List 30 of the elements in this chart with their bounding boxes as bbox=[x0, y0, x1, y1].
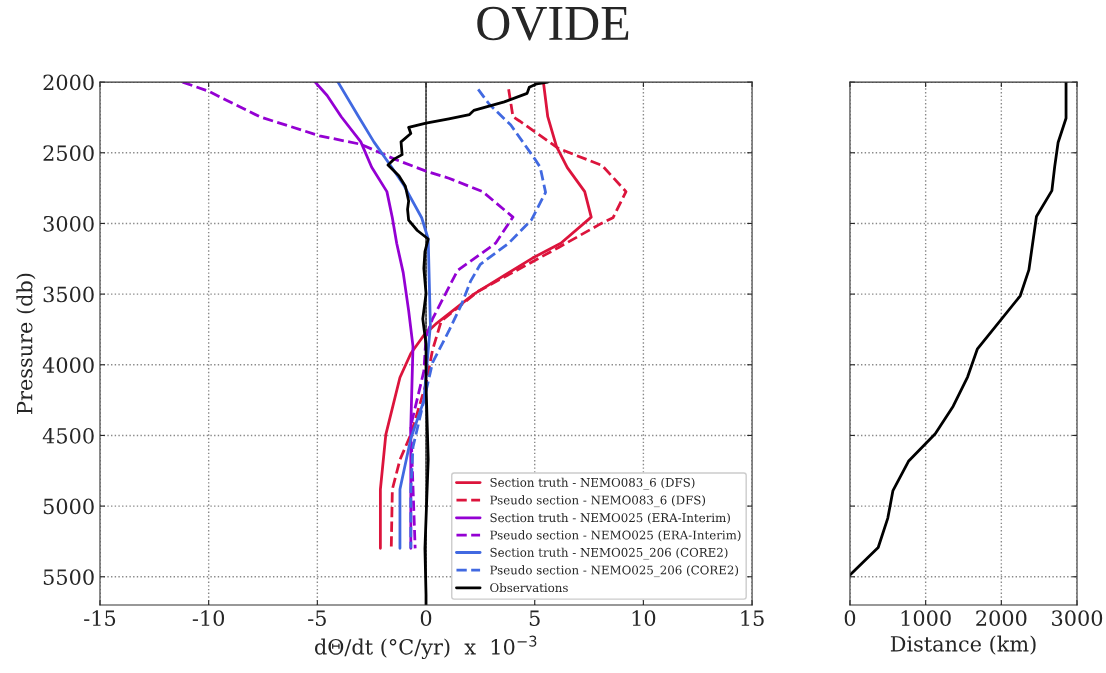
y-axis-title: Pressure (db) bbox=[16, 273, 36, 414]
x-tick-label: 2000 bbox=[976, 610, 1027, 627]
y-tick-label: 4000 bbox=[42, 357, 94, 373]
y-tick-label: 2000 bbox=[43, 74, 94, 91]
x-tick-label: 15 bbox=[741, 610, 764, 627]
y-tick-label: 5000 bbox=[43, 498, 94, 515]
x-axis-title: dΘ/dt (°C/yr) x 10$^{−3}$ bbox=[314, 635, 537, 660]
legend-label: Pseudo section - NEMO025_206 (CORE2) bbox=[490, 565, 739, 578]
legend-label: Pseudo section - NEMO083_6 (DFS) bbox=[490, 495, 706, 508]
x-tick-label: 0 bbox=[420, 610, 432, 627]
x-tick-label: 3000 bbox=[1052, 610, 1103, 627]
x-tick-label: -15 bbox=[84, 610, 116, 627]
legend-label: Pseudo section - NEMO025 (ERA-Interim) bbox=[490, 530, 741, 542]
x-axis-title: Distance (km) bbox=[890, 635, 1036, 655]
x-tick-label: -10 bbox=[192, 610, 225, 627]
x-tick-label: -5 bbox=[308, 610, 326, 627]
x-tick-label: 1000 bbox=[901, 610, 951, 627]
y-tick-label: 2500 bbox=[43, 145, 94, 161]
y-tick-label: 5500 bbox=[43, 569, 94, 585]
x-tick-label: 10 bbox=[632, 610, 656, 627]
x-tick-label: 5 bbox=[529, 610, 540, 627]
y-tick-label: 4500 bbox=[42, 427, 94, 444]
y-tick-label: 3000 bbox=[43, 215, 94, 232]
x-tick-label: 0 bbox=[844, 610, 856, 627]
legend-label: Observations bbox=[490, 582, 568, 593]
legend-label: Section truth - NEMO025 (ERA-Interim) bbox=[490, 513, 730, 524]
chart-title: OVIDE bbox=[477, 6, 629, 41]
y-tick-label: 3500 bbox=[43, 286, 94, 303]
legend-label: Section truth - NEMO083_6 (DFS) bbox=[490, 477, 695, 490]
legend-label: Section truth - NEMO025_206 (CORE2) bbox=[490, 547, 728, 560]
